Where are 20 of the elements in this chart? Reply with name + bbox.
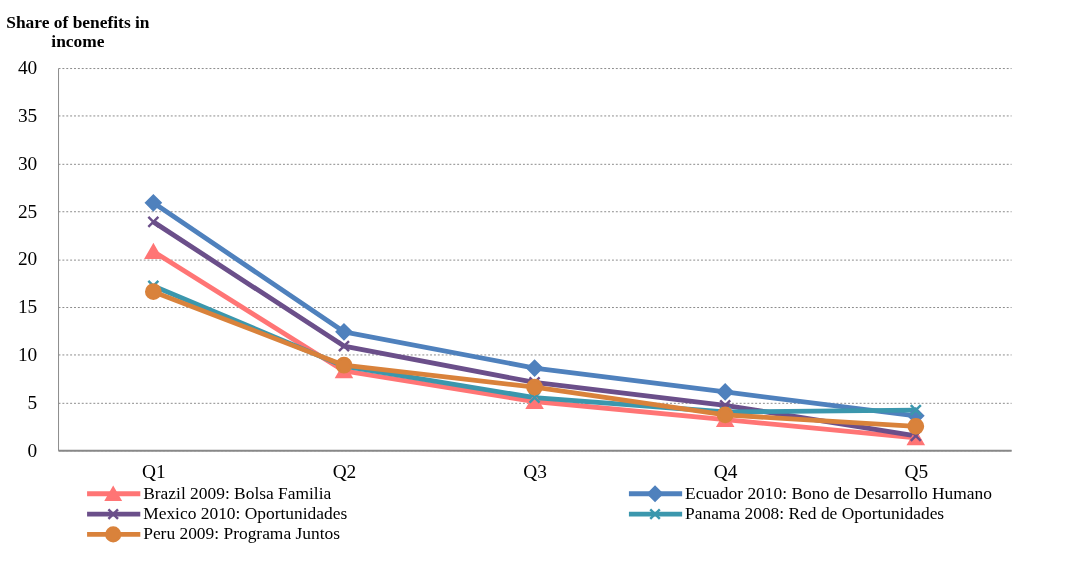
y-axis-title: Share of benefits in income <box>6 11 150 52</box>
y-tick-label: 0 <box>27 439 38 461</box>
x-tick-label: Q3 <box>523 460 547 482</box>
legend-label: Ecuador 2010: Bono de Desarrollo Humano <box>685 482 993 503</box>
legend-label: Mexico 2010: Oportunidades <box>143 502 348 523</box>
y-tick-label: 25 <box>17 200 38 222</box>
x-tick-label: Q1 <box>142 460 166 482</box>
y-tick-label: 5 <box>27 391 38 413</box>
y-tick-label: 10 <box>17 343 38 365</box>
y-tick-label: 40 <box>17 57 38 79</box>
x-tick-label: Q2 <box>332 460 357 482</box>
y-tick-label: 35 <box>17 105 38 127</box>
legend-label: Peru 2009: Programa Juntos <box>143 523 341 544</box>
x-tick-label: Q5 <box>904 460 929 482</box>
y-tick-label: 30 <box>17 152 38 174</box>
x-tick-label: Q4 <box>713 460 738 482</box>
y-tick-label: 15 <box>17 296 38 318</box>
legend-label: Brazil 2009: Bolsa Familia <box>143 482 332 503</box>
y-tick-label: 20 <box>17 248 38 270</box>
legend-label: Panama 2008: Red de Oportunidades <box>685 502 945 523</box>
